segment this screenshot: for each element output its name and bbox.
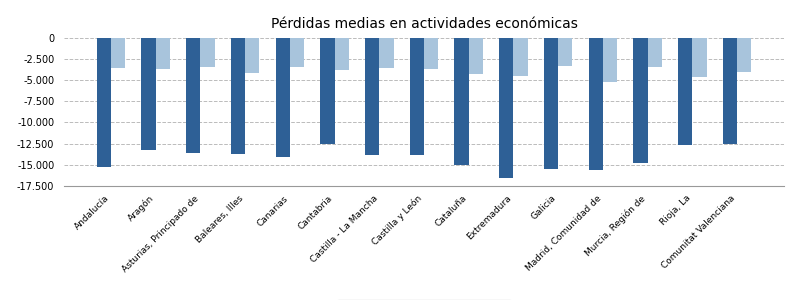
Bar <box>544 38 558 169</box>
Bar <box>365 38 379 155</box>
Bar <box>514 38 528 76</box>
Bar <box>454 38 469 165</box>
Bar <box>722 38 737 144</box>
Bar <box>379 38 394 68</box>
Bar <box>647 38 662 68</box>
Bar <box>692 38 706 77</box>
Bar <box>603 38 617 82</box>
Bar <box>142 38 156 150</box>
Bar <box>290 38 304 68</box>
Bar <box>275 38 290 157</box>
Bar <box>186 38 201 153</box>
Bar <box>469 38 483 74</box>
Bar <box>424 38 438 69</box>
Bar <box>97 38 111 166</box>
Bar <box>558 38 573 66</box>
Bar <box>410 38 424 155</box>
Bar <box>231 38 245 154</box>
Bar <box>156 38 170 69</box>
Bar <box>201 38 214 67</box>
Bar <box>634 38 647 163</box>
Bar <box>334 38 349 70</box>
Bar <box>320 38 334 145</box>
Bar <box>111 38 126 68</box>
Title: Pérdidas medias en actividades económicas: Pérdidas medias en actividades económica… <box>270 17 578 31</box>
Bar <box>737 38 751 72</box>
Bar <box>245 38 259 73</box>
Bar <box>589 38 603 170</box>
Bar <box>499 38 514 178</box>
Bar <box>678 38 692 145</box>
